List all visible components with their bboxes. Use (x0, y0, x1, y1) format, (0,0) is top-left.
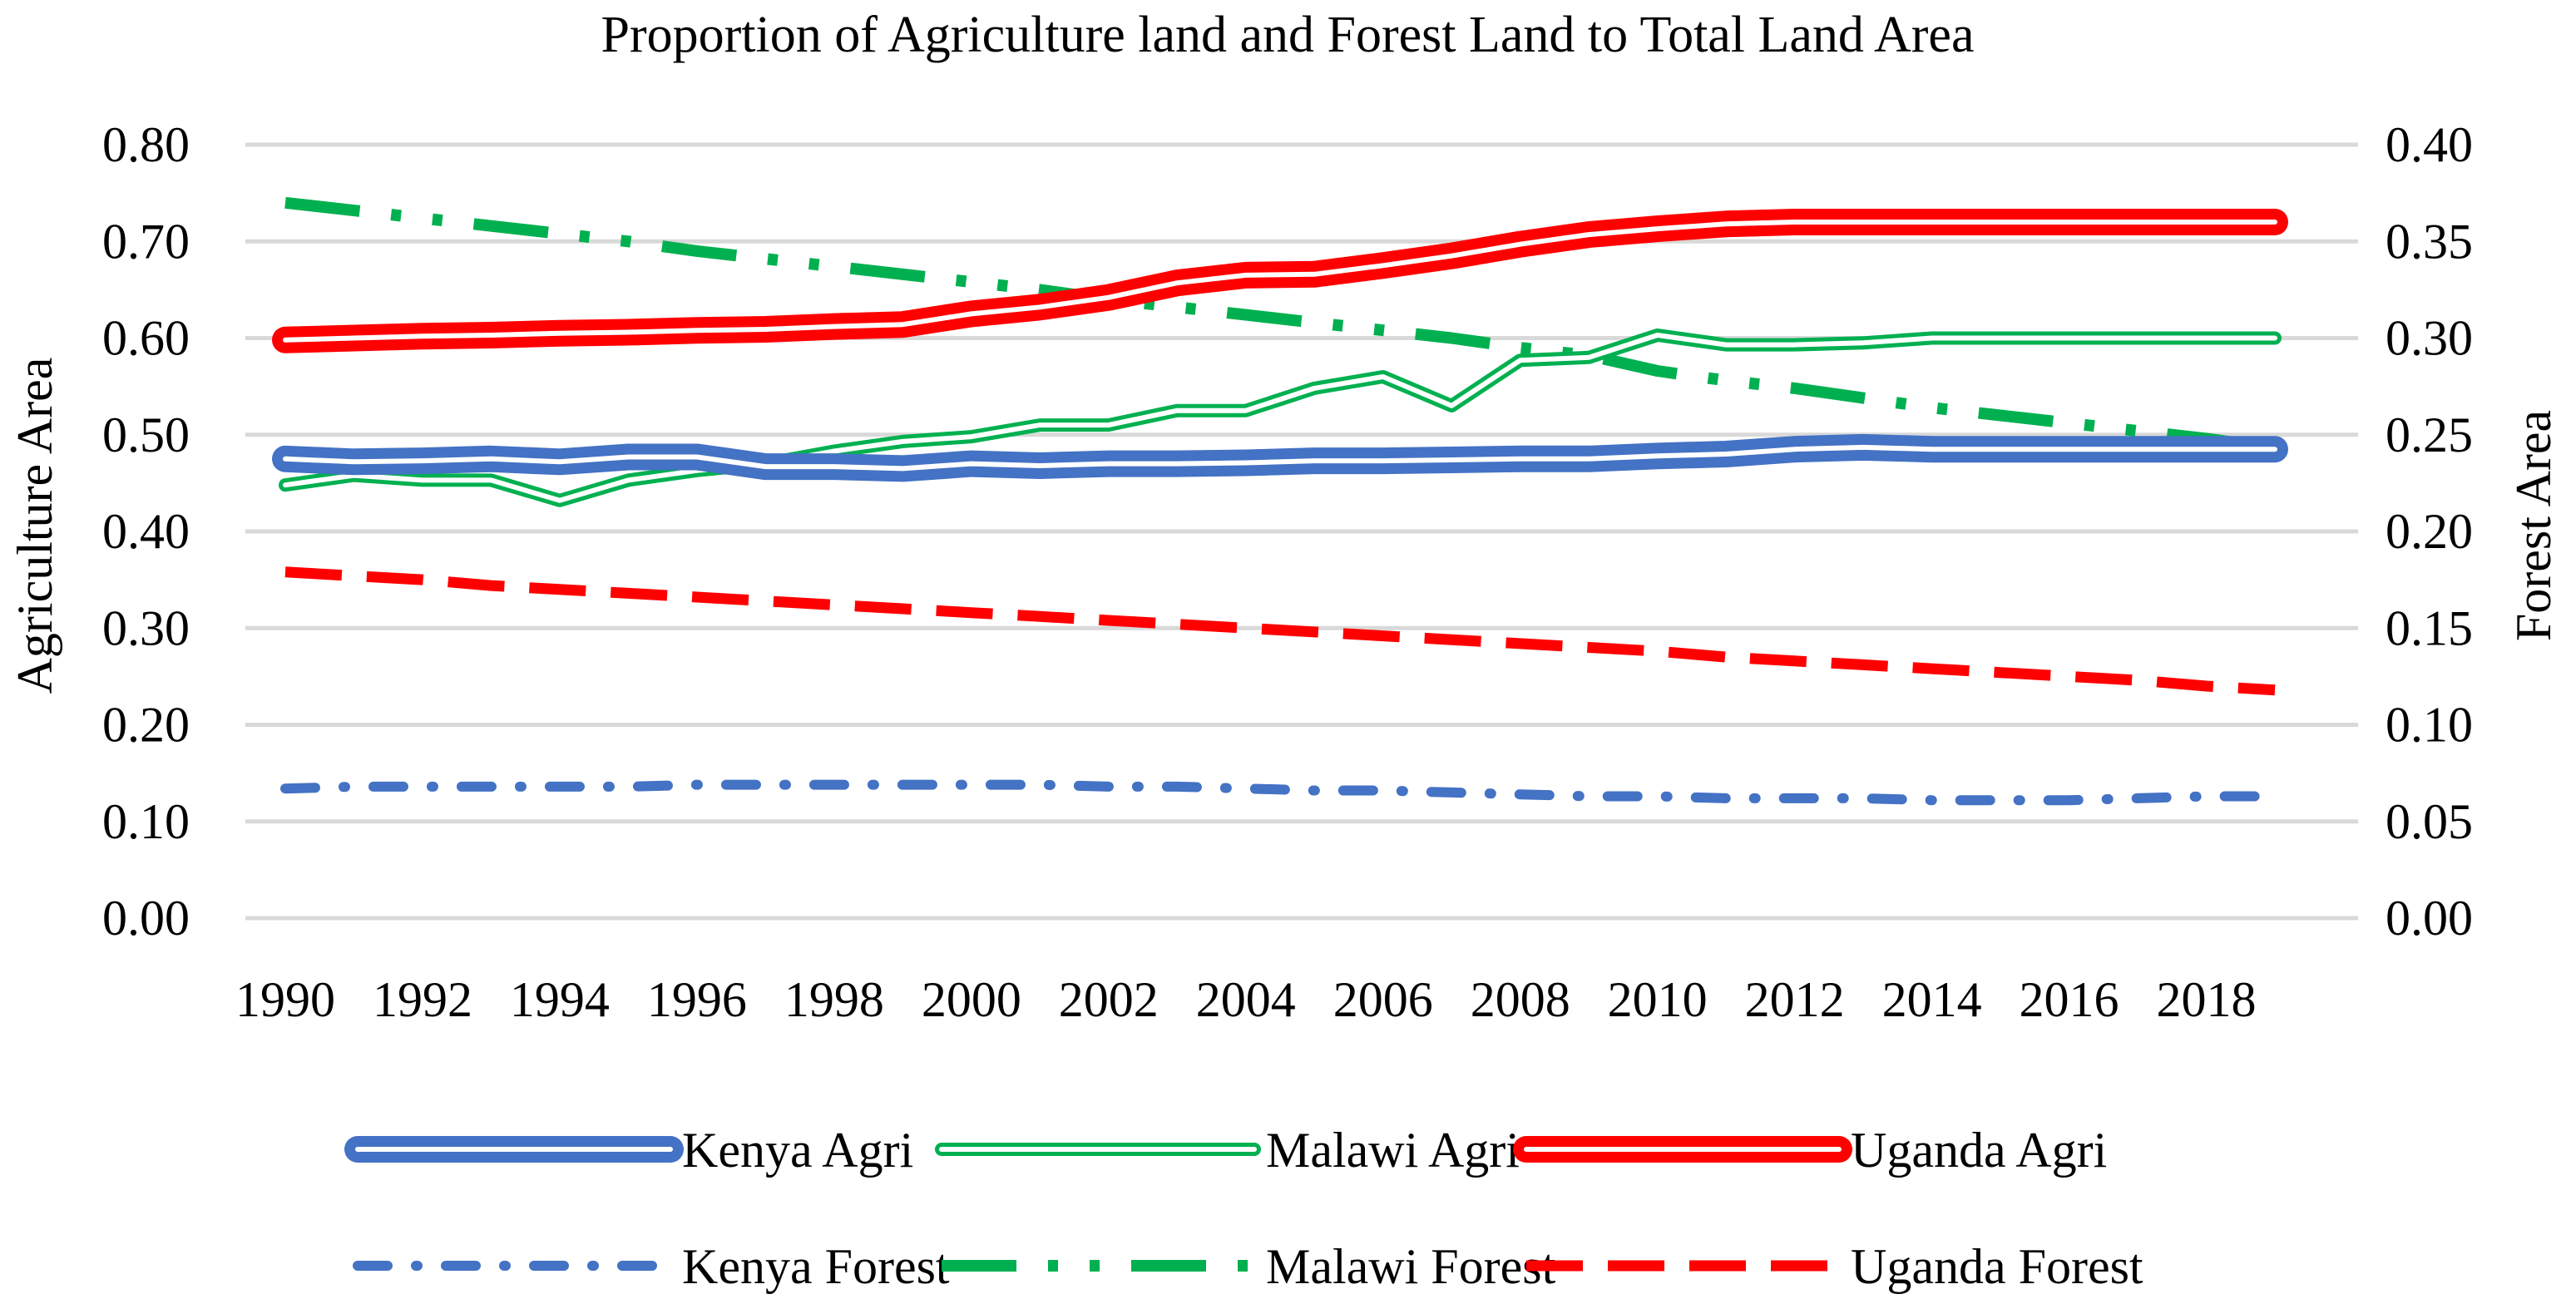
x-tick-label: 2002 (1059, 972, 1159, 1027)
y-tick-label-right: 0.40 (2386, 117, 2473, 172)
x-tick-label: 1994 (510, 972, 610, 1027)
x-axis-ticks: 1990 1992 1994 1996 1998 2000 2002 2004 2006 2008… (235, 972, 2257, 1027)
y-tick-label-left: 0.60 (102, 311, 190, 366)
y-tick-label-left: 0.80 (102, 117, 190, 172)
left-axis-ticks: 0.00 0.10 0.20 0.30 0.40 0.50 0.60 0.70 0.80 (102, 117, 190, 946)
y-tick-label-right: 0.00 (2386, 891, 2473, 946)
y-tick-label-left: 0.20 (102, 698, 190, 753)
series-uganda-forest (284, 566, 2276, 696)
right-axis-ticks: 0.00 0.05 0.10 0.15 0.20 0.25 0.30 0.35 0.40 (2386, 117, 2473, 946)
series-line-inner (283, 333, 2277, 503)
y-tick-label-right: 0.20 (2386, 504, 2473, 559)
series-line-outer (279, 328, 2282, 507)
x-tick-label: 1992 (373, 972, 472, 1027)
y-tick-label-left: 0.40 (102, 504, 190, 559)
x-tick-label: 2012 (1745, 972, 1845, 1027)
series-line (280, 779, 2280, 806)
y-tick-label-left: 0.70 (102, 214, 190, 269)
legend-item: Kenya Agri (344, 1123, 913, 1178)
series-malawi-forest (284, 196, 2276, 454)
y-tick-label-right: 0.10 (2386, 698, 2473, 753)
x-tick-label: 2006 (1333, 972, 1433, 1027)
legend-item: Malawi Forest (942, 1239, 1556, 1294)
x-tick-label: 2008 (1471, 972, 1570, 1027)
series-kenya-forest (280, 779, 2280, 806)
x-tick-label: 2000 (922, 972, 1021, 1027)
legend-item: Malawi Agri (935, 1123, 1520, 1178)
gridlines (245, 142, 2358, 921)
legend-label: Kenya Agri (682, 1123, 913, 1178)
x-tick-label: 2018 (2157, 972, 2257, 1027)
x-tick-label: 2014 (1882, 972, 1982, 1027)
legend-item: Uganda Agri (1513, 1123, 2107, 1178)
series-line (284, 196, 2276, 454)
series-line (284, 566, 2276, 696)
x-tick-label: 2010 (1608, 972, 1708, 1027)
y-tick-label-left: 0.50 (102, 407, 190, 462)
legend-item: Kenya Forest (353, 1239, 950, 1294)
x-tick-label: 1996 (647, 972, 747, 1027)
x-tick-label: 2004 (1196, 972, 1296, 1027)
series-kenya-agri (272, 433, 2288, 482)
series-uganda-agri (272, 209, 2288, 353)
legend-item: Uganda Forest (1526, 1239, 2143, 1294)
y-axis-title-right: Forest Area (2506, 410, 2561, 641)
y-tick-label-left: 0.10 (102, 794, 190, 849)
x-tick-label: 1998 (784, 972, 884, 1027)
legend-label: Malawi Forest (1266, 1239, 1556, 1294)
y-tick-label-right: 0.30 (2386, 311, 2473, 366)
y-tick-label-left: 0.00 (102, 891, 190, 946)
x-tick-label: 2016 (2020, 972, 2119, 1027)
y-tick-label-right: 0.15 (2386, 600, 2473, 655)
y-tick-label-right: 0.05 (2386, 794, 2473, 849)
series-line-inner (283, 444, 2277, 472)
series-layer (272, 196, 2288, 806)
series-malawi-agri (279, 328, 2282, 507)
y-tick-label-left: 0.30 (102, 600, 190, 655)
y-tick-label-right: 0.25 (2386, 407, 2473, 462)
legend-label: Uganda Forest (1851, 1239, 2143, 1294)
y-axis-title-left: Agriculture Area (7, 358, 62, 694)
y-tick-label-right: 0.35 (2386, 214, 2473, 269)
legend: Kenya Agri Malawi Agri Uganda Agri Kenya Fo… (344, 1123, 2143, 1294)
legend-label: Uganda Agri (1851, 1123, 2107, 1178)
chart-title: Proportion of Agriculture land and Fores… (601, 7, 1975, 63)
legend-label: Kenya Forest (682, 1239, 950, 1294)
legend-label: Malawi Agri (1266, 1123, 1520, 1178)
series-line-inner (283, 220, 2277, 343)
x-tick-label: 1990 (235, 972, 335, 1027)
